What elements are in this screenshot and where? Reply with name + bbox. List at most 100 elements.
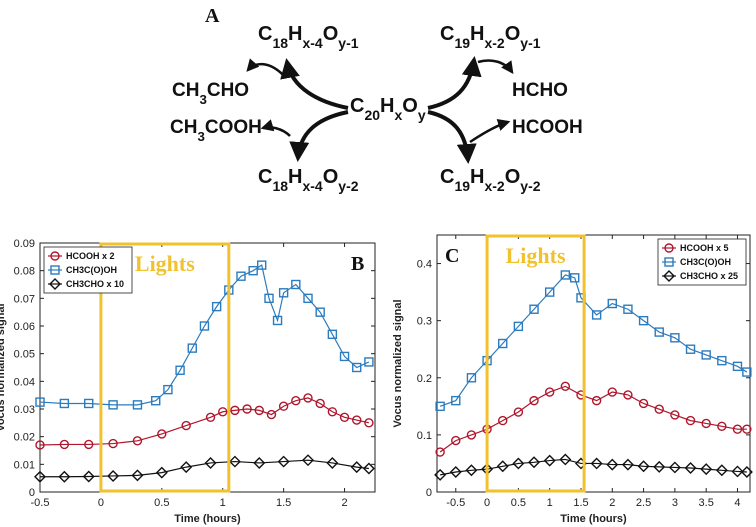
data-point xyxy=(637,460,650,473)
scheme-left-main-arrow xyxy=(280,58,349,110)
panel-label-a: A xyxy=(205,5,220,27)
data-point xyxy=(570,273,580,283)
data-point xyxy=(466,430,477,440)
data-point xyxy=(108,400,118,410)
x-tick-label: 4 xyxy=(734,497,740,509)
data-point xyxy=(187,343,197,353)
data-point xyxy=(59,398,70,409)
data-point xyxy=(543,454,556,467)
scheme-left-product-1: CH3CHO xyxy=(172,80,249,107)
x-axis-label: Time (hours) xyxy=(560,513,627,525)
legend-entry: HCOOH x 5 xyxy=(680,243,729,253)
data-point xyxy=(742,424,752,434)
legend-entry: HCOOH x 2 xyxy=(66,251,115,261)
data-point xyxy=(303,293,313,304)
data-point xyxy=(107,469,120,482)
data-point xyxy=(352,415,362,425)
legend-entry: CH3CHO x 10 xyxy=(66,279,124,289)
data-point xyxy=(668,461,681,474)
x-tick-label: 2 xyxy=(609,497,615,509)
data-point xyxy=(350,461,363,474)
data-point xyxy=(364,357,374,367)
x-tick-label: 1.5 xyxy=(573,497,588,509)
x-tick-label: 3.5 xyxy=(699,497,714,509)
data-point xyxy=(435,447,445,457)
data-point xyxy=(701,418,711,429)
y-tick-label: 0.3 xyxy=(417,316,432,328)
data-point xyxy=(199,321,210,331)
data-point xyxy=(653,460,666,473)
data-point xyxy=(277,455,290,468)
data-point xyxy=(544,287,555,297)
data-point xyxy=(302,454,314,467)
data-point xyxy=(498,338,508,349)
data-point xyxy=(291,396,301,406)
x-tick-label: 0 xyxy=(98,497,104,509)
data-point xyxy=(315,307,325,317)
data-point xyxy=(732,424,743,434)
data-point xyxy=(248,265,258,276)
scheme-left-lower-formula: C18Hx-4Oy-2 xyxy=(258,166,359,194)
data-point xyxy=(264,293,274,304)
data-point xyxy=(34,470,46,483)
y-tick-label: 0.03 xyxy=(14,404,35,416)
legend-marker xyxy=(49,278,61,290)
data-point xyxy=(731,465,744,478)
scheme-right-branch-arrow xyxy=(477,59,514,75)
data-point xyxy=(327,329,338,339)
data-point xyxy=(352,362,362,373)
data-point xyxy=(528,456,541,469)
data-point xyxy=(155,466,168,479)
data-point xyxy=(163,384,173,395)
lights-label: Lights xyxy=(506,243,566,268)
chart-panel-b: -0.5 0 0.5 1 1.5 200.010.020.030.040.050.060.… xyxy=(0,238,376,525)
legend-marker xyxy=(664,257,674,267)
scheme-right-product-2: HCOOH xyxy=(512,117,583,138)
y-tick-label: 0.01 xyxy=(14,459,35,471)
y-tick-label: 0.2 xyxy=(417,373,432,385)
data-point xyxy=(590,457,603,470)
scheme-left-upper-formula: C18Hx-4Oy-1 xyxy=(258,23,359,51)
data-point xyxy=(132,400,143,410)
data-point xyxy=(621,458,634,471)
data-point xyxy=(466,373,477,383)
scheme-right-lower-formula: C19Hx-2Oy-2 xyxy=(440,166,541,194)
lights-window xyxy=(99,242,231,493)
data-point xyxy=(607,387,617,397)
data-point xyxy=(327,407,338,417)
data-point xyxy=(638,398,649,409)
x-tick-label: 2 xyxy=(341,497,347,509)
data-point xyxy=(35,440,45,450)
data-point xyxy=(278,288,289,298)
y-tick-label: 0 xyxy=(426,487,432,499)
legend-marker xyxy=(50,265,60,275)
data-point xyxy=(303,393,313,403)
y-axis-label: Vocus normalized signal xyxy=(392,299,404,427)
reaction-scheme: A C20HxOy C18Hx-4Oy-1 C18Hx-4Oy-2 C19Hx-… xyxy=(170,5,583,194)
scheme-right-branch-arrow-2 xyxy=(469,118,511,144)
data-point xyxy=(670,333,680,343)
y-tick-label: 0.05 xyxy=(14,349,35,361)
legend-entry: CH3CHO x 25 xyxy=(680,271,738,281)
data-point xyxy=(654,327,664,337)
data-point xyxy=(157,429,167,439)
data-point xyxy=(218,407,228,417)
data-point xyxy=(560,381,571,392)
data-point xyxy=(560,270,571,280)
data-point xyxy=(315,398,325,409)
data-point xyxy=(559,453,572,466)
data-point xyxy=(623,390,633,400)
data-point xyxy=(700,463,713,476)
legend-entry: CH3C(O)OH xyxy=(66,265,117,275)
data-point xyxy=(35,397,45,407)
series-line xyxy=(439,274,748,407)
scheme-left-main-arrow-2 xyxy=(289,110,349,162)
data-point xyxy=(498,415,508,426)
y-tick-label: 0.08 xyxy=(14,266,35,278)
data-point xyxy=(211,301,222,312)
data-point xyxy=(58,470,71,483)
x-tick-label: 3 xyxy=(672,497,678,509)
y-tick-label: 0.07 xyxy=(14,293,35,305)
x-tick-label: -0.5 xyxy=(31,497,50,509)
